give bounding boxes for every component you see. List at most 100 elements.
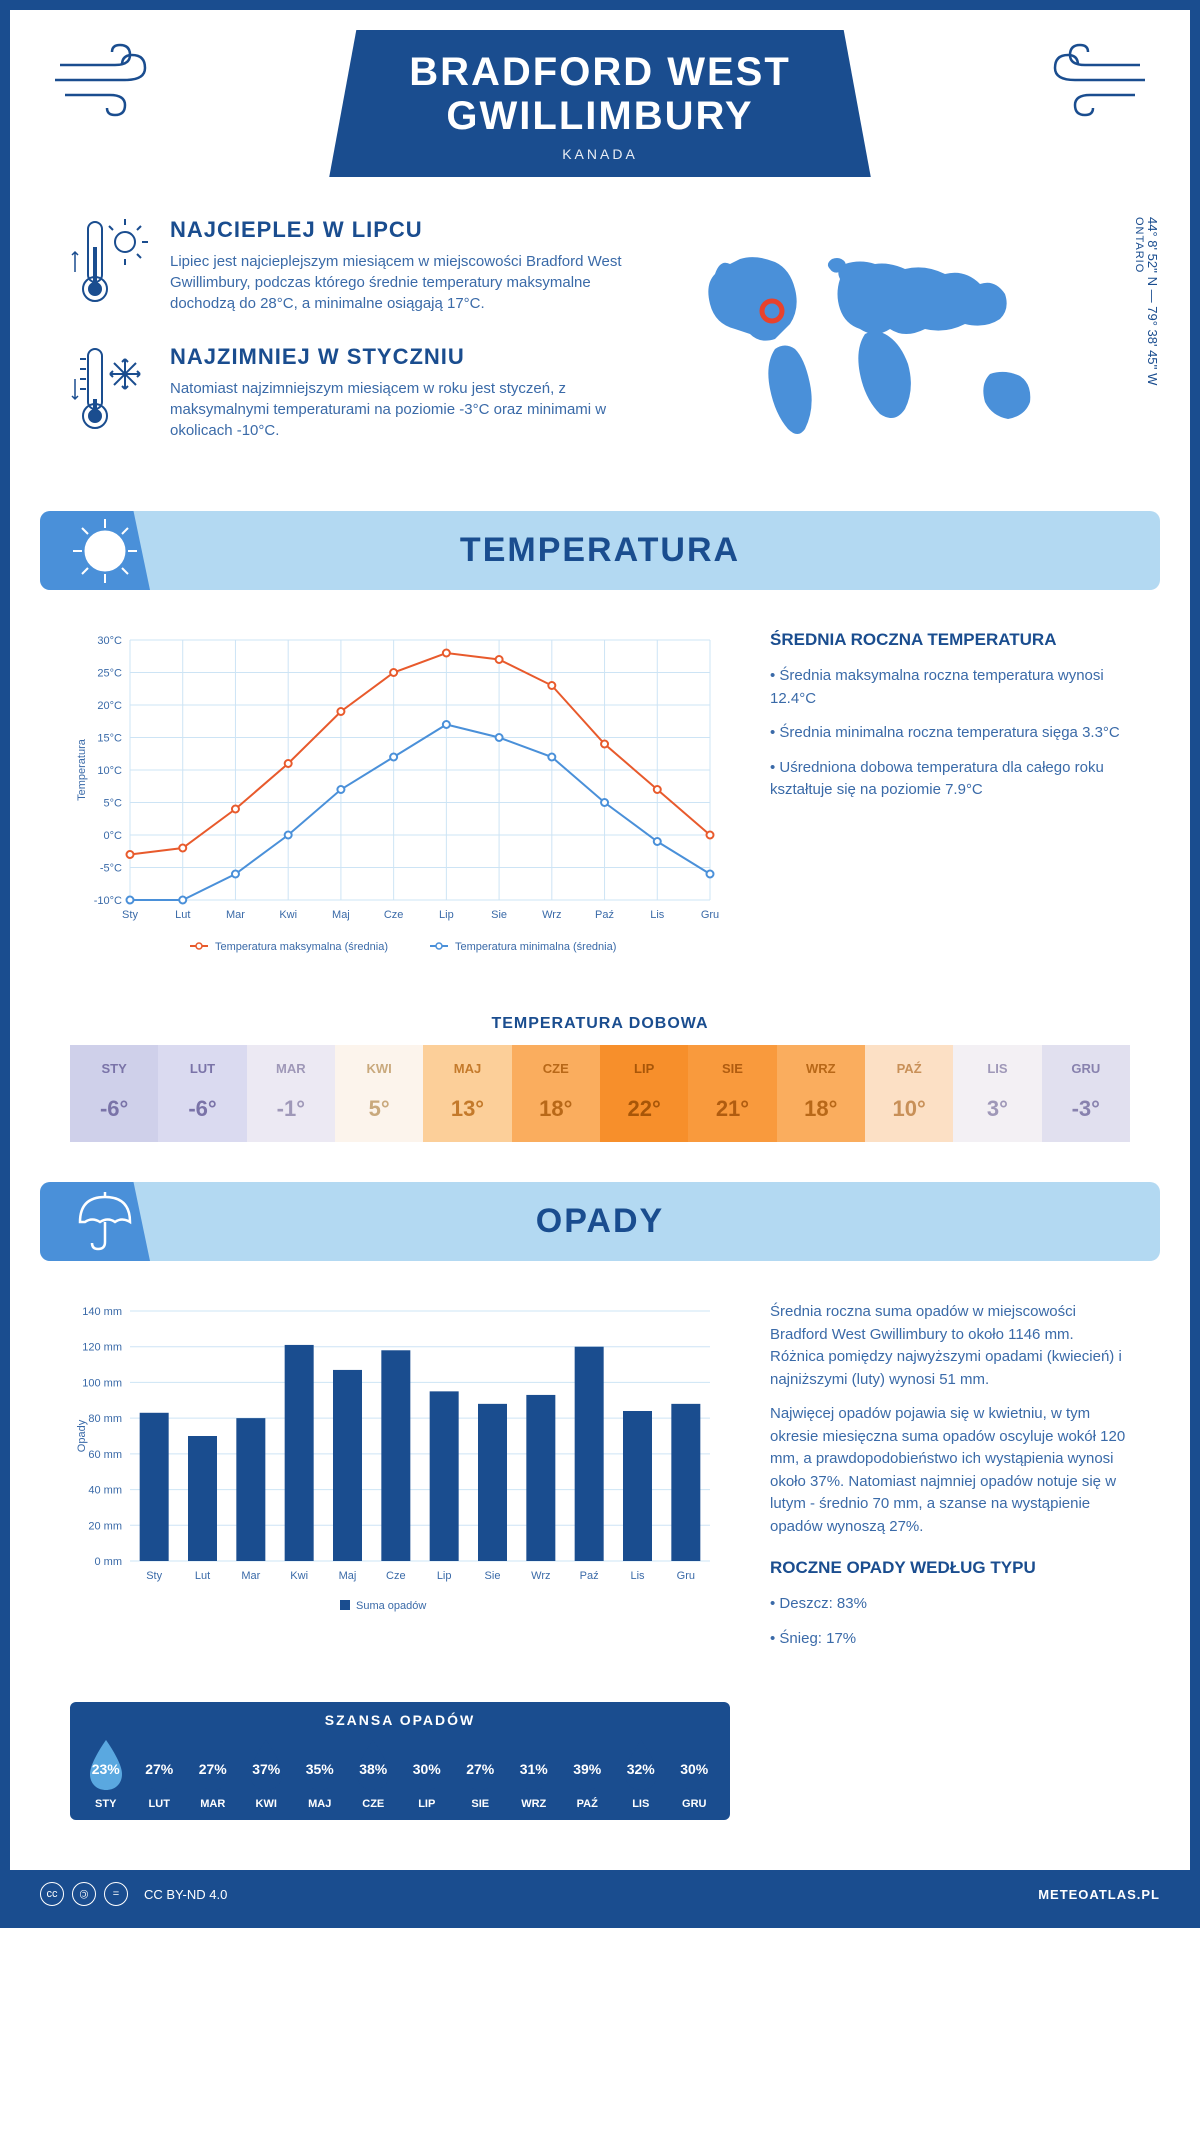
thermometer-sun-icon — [70, 217, 150, 314]
rain-chance-panel: SZANSA OPADÓW 23% STY 27% LUT 27% — [70, 1702, 730, 1820]
svg-text:5°C: 5°C — [104, 798, 123, 810]
precip-text-2: Najwięcej opadów pojawia się w kwietniu,… — [770, 1403, 1130, 1538]
svg-text:20 mm: 20 mm — [88, 1520, 122, 1532]
temp-cell: STY-6° — [70, 1045, 158, 1142]
summary-section: NAJCIEPLEJ W LIPCU Lipiec jest najcieple… — [10, 187, 1190, 501]
warm-title: NAJCIEPLEJ W LIPCU — [170, 217, 640, 243]
svg-text:Lip: Lip — [439, 909, 454, 921]
svg-text:40 mm: 40 mm — [88, 1485, 122, 1497]
temp-cell: SIE21° — [688, 1045, 776, 1142]
temperature-chart: -10°C -5°C 0°C 5°C 10°C 15°C 20°C 25°C 30°C Sty Lu… — [70, 630, 730, 975]
rain-drop: 31% WRZ — [508, 1738, 560, 1810]
svg-text:Lis: Lis — [630, 1570, 645, 1582]
temperature-heading: TEMPERATURA — [40, 531, 1160, 570]
license-text: CC BY-ND 4.0 — [144, 1887, 227, 1902]
svg-text:Paź: Paź — [580, 1570, 599, 1582]
rain-drop: 27% SIE — [455, 1738, 507, 1810]
precip-chart: 0 mm20 mm40 mm60 mm80 mm100 mm120 mm140 … — [70, 1301, 730, 1662]
rain-drop: 37% KWI — [241, 1738, 293, 1810]
svg-text:Suma opadów: Suma opadów — [356, 1600, 426, 1612]
svg-text:Lip: Lip — [437, 1570, 452, 1582]
avg-temp-bullet-1: • Średnia maksymalna roczna temperatura … — [770, 665, 1130, 710]
precip-type-rain: • Deszcz: 83% — [770, 1593, 1130, 1616]
svg-text:Cze: Cze — [386, 1570, 406, 1582]
avg-temp-heading: ŚREDNIA ROCZNA TEMPERATURA — [770, 630, 1130, 650]
svg-text:Cze: Cze — [384, 909, 404, 921]
rain-drop: 30% LIP — [401, 1738, 453, 1810]
svg-text:Gru: Gru — [677, 1570, 695, 1582]
svg-text:Temperatura minimalna (średnia: Temperatura minimalna (średnia) — [455, 941, 616, 953]
world-map — [680, 234, 1080, 454]
temp-cell: WRZ18° — [777, 1045, 865, 1142]
umbrella-icon — [70, 1187, 140, 1257]
daily-temp-table: TEMPERATURA DOBOWA STY-6°LUT-6°MAR-1°KWI… — [70, 1015, 1130, 1142]
svg-text:Sty: Sty — [122, 909, 138, 921]
svg-text:Wrz: Wrz — [542, 909, 561, 921]
svg-text:0 mm: 0 mm — [95, 1556, 123, 1568]
header: BRADFORD WEST GWILLIMBURY KANADA — [10, 10, 1190, 187]
temperature-section-header: TEMPERATURA — [40, 511, 1160, 590]
rain-drop: 32% LIS — [615, 1738, 667, 1810]
svg-text:20°C: 20°C — [97, 700, 122, 712]
svg-text:100 mm: 100 mm — [82, 1377, 122, 1389]
temp-cell: MAJ13° — [423, 1045, 511, 1142]
temp-cell: MAR-1° — [247, 1045, 335, 1142]
svg-text:Temperatura: Temperatura — [76, 738, 88, 801]
cold-text: Natomiast najzimniejszym miesiącem w rok… — [170, 378, 640, 441]
temp-cell: LUT-6° — [158, 1045, 246, 1142]
svg-text:Gru: Gru — [701, 909, 719, 921]
svg-text:80 mm: 80 mm — [88, 1413, 122, 1425]
svg-text:Kwi: Kwi — [290, 1570, 308, 1582]
svg-text:Paź: Paź — [595, 909, 614, 921]
page-title: BRADFORD WEST GWILLIMBURY — [409, 50, 791, 138]
cold-title: NAJZIMNIEJ W STYCZNIU — [170, 344, 640, 370]
svg-text:Sie: Sie — [491, 909, 507, 921]
svg-text:Maj: Maj — [339, 1570, 357, 1582]
svg-text:60 mm: 60 mm — [88, 1449, 122, 1461]
rain-drop: 38% CZE — [348, 1738, 400, 1810]
svg-text:Mar: Mar — [226, 909, 245, 921]
country-label: KANADA — [409, 146, 791, 162]
precip-stats: Średnia roczna suma opadów w miejscowośc… — [770, 1301, 1130, 1662]
temp-cell: GRU-3° — [1042, 1045, 1130, 1142]
title-box: BRADFORD WEST GWILLIMBURY KANADA — [329, 30, 871, 177]
temp-cell: LIS3° — [953, 1045, 1041, 1142]
rain-drop: 39% PAŹ — [562, 1738, 614, 1810]
temp-cell: KWI5° — [335, 1045, 423, 1142]
svg-text:Maj: Maj — [332, 909, 350, 921]
svg-text:Sie: Sie — [485, 1570, 501, 1582]
rain-drop: 27% LUT — [134, 1738, 186, 1810]
region-label: ONTARIO — [1133, 217, 1145, 273]
svg-text:15°C: 15°C — [97, 733, 122, 745]
rain-drop: 23% STY — [80, 1738, 132, 1810]
temp-cell: CZE18° — [512, 1045, 600, 1142]
thermometer-snow-icon — [70, 344, 150, 441]
svg-text:25°C: 25°C — [97, 668, 122, 680]
svg-text:0°C: 0°C — [104, 830, 123, 842]
precip-text-1: Średnia roczna suma opadów w miejscowośc… — [770, 1301, 1130, 1391]
rain-drop: 30% GRU — [669, 1738, 721, 1810]
svg-text:-5°C: -5°C — [100, 863, 122, 875]
svg-text:30°C: 30°C — [97, 635, 122, 647]
temp-cell: PAŹ10° — [865, 1045, 953, 1142]
avg-temp-bullet-2: • Średnia minimalna roczna temperatura s… — [770, 722, 1130, 745]
wind-decoration-right — [1030, 40, 1150, 134]
temp-cell: LIP22° — [600, 1045, 688, 1142]
footer: cc 🄯 = CC BY-ND 4.0 METEOATLAS.PL — [10, 1870, 1190, 1918]
svg-text:-10°C: -10°C — [94, 895, 122, 907]
temperature-stats: ŚREDNIA ROCZNA TEMPERATURA • Średnia mak… — [770, 630, 1130, 975]
rain-drop: 27% MAR — [187, 1738, 239, 1810]
svg-text:Lut: Lut — [175, 909, 190, 921]
sun-icon — [70, 516, 140, 586]
svg-text:Mar: Mar — [241, 1570, 260, 1582]
daily-temp-heading: TEMPERATURA DOBOWA — [70, 1015, 1130, 1033]
nd-icon: = — [104, 1882, 128, 1906]
avg-temp-bullet-3: • Uśredniona dobowa temperatura dla całe… — [770, 757, 1130, 802]
rain-chance-heading: SZANSA OPADÓW — [80, 1712, 720, 1728]
svg-text:Wrz: Wrz — [531, 1570, 550, 1582]
warm-summary: NAJCIEPLEJ W LIPCU Lipiec jest najcieple… — [70, 217, 640, 314]
coordinates: 44° 8' 52'' N — 79° 38' 45'' W — [1145, 217, 1160, 385]
wind-decoration-left — [50, 40, 170, 134]
svg-text:Temperatura maksymalna (średni: Temperatura maksymalna (średnia) — [215, 941, 388, 953]
svg-text:10°C: 10°C — [97, 765, 122, 777]
